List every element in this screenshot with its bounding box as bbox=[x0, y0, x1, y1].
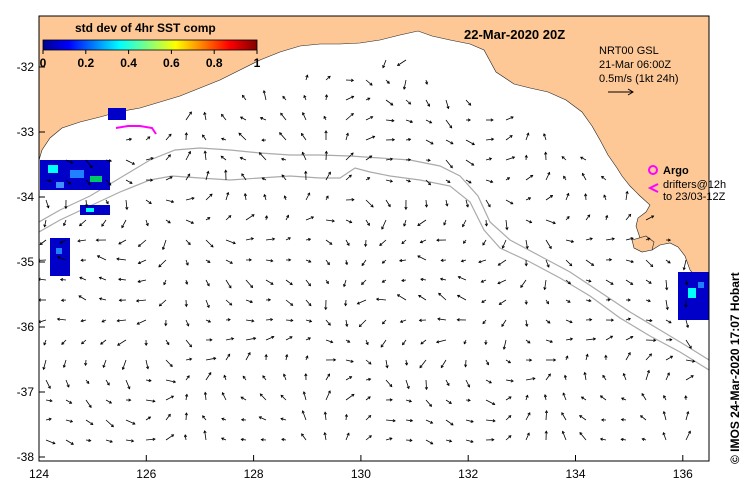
y-tick-label: -38 bbox=[17, 450, 35, 464]
y-axis: -32 -33 -34 -35 -36 -37 -38 bbox=[17, 60, 45, 464]
y-tick-label: -35 bbox=[17, 255, 35, 269]
scale-arrow bbox=[608, 88, 634, 96]
argo-marker bbox=[648, 165, 658, 175]
drifter-marker bbox=[647, 183, 659, 193]
drifter-track bbox=[115, 125, 157, 135]
y-tick-label: -37 bbox=[17, 385, 35, 399]
x-tick-label: 130 bbox=[351, 467, 371, 481]
x-tick-label: 136 bbox=[673, 467, 693, 481]
plot-frame bbox=[38, 15, 710, 462]
colorbar-tick-label: 1 bbox=[254, 56, 261, 70]
current-model-label: NRT00 GSL bbox=[599, 45, 659, 57]
colorbar-tick-label: 0.8 bbox=[206, 56, 223, 70]
sst-stddev-patches bbox=[40, 108, 709, 320]
colorbar bbox=[42, 39, 258, 51]
x-tick-label: 128 bbox=[244, 467, 264, 481]
colorbar-tick-label: 0.6 bbox=[163, 56, 180, 70]
x-tick-label: 126 bbox=[136, 467, 156, 481]
x-tick-label: 132 bbox=[458, 467, 478, 481]
credit-label: © IMOS 24-Mar-2020 17:07 Hobart bbox=[728, 272, 742, 464]
colorbar-tick-label: 0.4 bbox=[120, 56, 137, 70]
x-tick-label: 134 bbox=[565, 467, 585, 481]
drifters-time-label: to 23/03-12Z bbox=[663, 191, 726, 203]
bathymetry-contour-shelf bbox=[39, 147, 709, 361]
colorbar-ticks: 0 0.2 0.4 0.6 0.8 1 bbox=[40, 50, 261, 70]
y-tick-label: -33 bbox=[17, 125, 35, 139]
current-scale-label: 0.5m/s (1kt 24h) bbox=[599, 73, 678, 85]
x-axis: 124 126 128 130 132 134 136 bbox=[29, 455, 693, 481]
x-tick-label: 124 bbox=[29, 467, 49, 481]
y-tick-label: -36 bbox=[17, 320, 35, 334]
y-tick-label: -32 bbox=[17, 60, 35, 74]
y-tick-label: -34 bbox=[17, 190, 35, 204]
bathymetry-contour-deep bbox=[39, 167, 709, 371]
drifters-label: drifters@12h bbox=[663, 179, 726, 191]
argo-label: Argo bbox=[663, 165, 689, 177]
current-time-label: 21-Mar 06:00Z bbox=[599, 59, 671, 71]
date-title: 22-Mar-2020 20Z bbox=[464, 27, 565, 42]
current-vectors bbox=[39, 59, 696, 445]
colorbar-title: std dev of 4hr SST comp bbox=[75, 21, 216, 35]
colorbar-tick-label: 0 bbox=[40, 56, 47, 70]
colorbar-tick-label: 0.2 bbox=[77, 56, 94, 70]
